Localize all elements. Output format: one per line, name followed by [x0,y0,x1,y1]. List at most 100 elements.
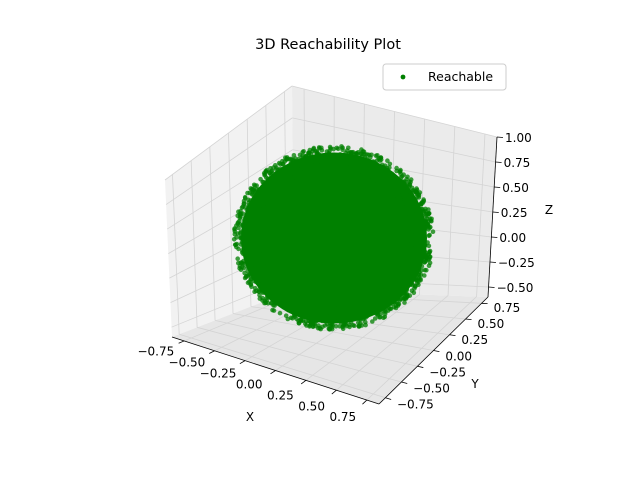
tick-label-z: 0.25 [501,206,528,220]
scatter-point [285,170,291,176]
scatter-point [263,207,269,212]
scatter-point [419,264,425,269]
scatter-point [334,145,340,151]
scatter-point [381,294,386,299]
scatter-point [392,185,398,191]
tick-mark-y [401,381,408,384]
scatter-point [390,292,395,297]
scatter-point [368,167,374,173]
scatter-point [264,282,270,288]
scatter-point [402,296,408,302]
scatter-point [307,324,312,329]
tick-label-y: 0.00 [445,349,472,363]
scatter-point [402,291,407,297]
scatter-point [365,160,371,166]
scatter-point [300,318,306,323]
scatter-point [405,224,410,229]
scatter-point [262,300,267,306]
tick-label-z: 0.00 [499,231,526,245]
scatter-point [269,296,275,302]
scatter-point [384,175,390,181]
scatter-point [281,300,287,306]
scatter-point [413,197,418,202]
scatter-point [256,229,262,234]
scatter-point [318,306,323,311]
scatter-point [255,249,260,254]
scatter-point [404,279,409,284]
scatter-point [409,281,415,286]
grid-line-y [190,160,198,328]
scatter-point [332,158,338,163]
scatter-point [370,163,376,168]
tick-label-x: 0.25 [267,389,294,403]
scatter-point [256,289,262,295]
scatter-point [303,305,309,311]
axis-lines [171,136,504,405]
tick-mark-z [494,186,501,188]
scatter-point [408,179,413,185]
scatter-point [407,206,412,211]
scatter-point [326,309,331,314]
scatter-point [310,148,315,154]
tick-label-y: 0.25 [461,333,488,347]
scatter-point [385,185,391,191]
scatter-point [240,236,246,242]
scatter-point [394,286,399,291]
tick-mark-y [417,365,424,368]
scatter-point [357,161,363,166]
scatter-point [388,172,393,178]
scatter-point [333,306,339,312]
scatter-point [373,177,379,183]
scatter-point [405,174,410,180]
scatter-point [291,166,296,172]
scatter-point [378,311,384,316]
scatter-point [337,152,343,157]
z-axis-label: Z [545,203,553,217]
scatter-point [281,287,286,292]
scatter-point [316,145,322,150]
scatter-point [385,167,391,173]
scatter-point [411,252,416,258]
scatter-point [394,182,400,187]
scatter-point [303,160,308,165]
grid-line-x [476,133,486,297]
grid-line-z [291,85,498,138]
scatter-point [398,200,403,205]
tick-label-y: −0.25 [429,365,466,379]
tick-label-z: 0.75 [504,156,531,170]
grid-line-z [164,85,293,181]
grid-line-z [292,117,496,163]
scatter-point [328,162,334,167]
scatter-point [418,208,424,214]
scatter-point [408,243,413,249]
scatter-point [253,203,259,208]
scatter-point [251,213,257,218]
scatter-point [348,316,354,321]
scatter-point [410,235,415,241]
grid-line-y [232,313,434,351]
grid-line-y [172,174,180,335]
scatter-point [404,273,409,279]
scatter-point [257,260,263,265]
z-axis-line [487,136,498,298]
tick-mark-z [495,161,502,163]
scatter-point [381,180,387,185]
scatter-point [257,292,262,298]
scatter-point [251,221,257,227]
scatter-point [252,231,258,236]
scatter-point [367,311,372,317]
scatter-point [358,307,364,313]
scatter-point [401,206,406,212]
scatter-point [242,275,248,281]
scatter-point [248,282,253,288]
tick-mark-x [300,380,307,385]
scatter-point [414,209,420,215]
scatter-point [330,319,336,324]
scatter-point [404,254,410,260]
scatter-point [407,293,413,298]
scatter-point [240,223,246,229]
scatter-point [328,166,334,172]
scatter-point [389,301,395,307]
scatter-point [372,296,378,302]
scatter-point [327,152,333,157]
